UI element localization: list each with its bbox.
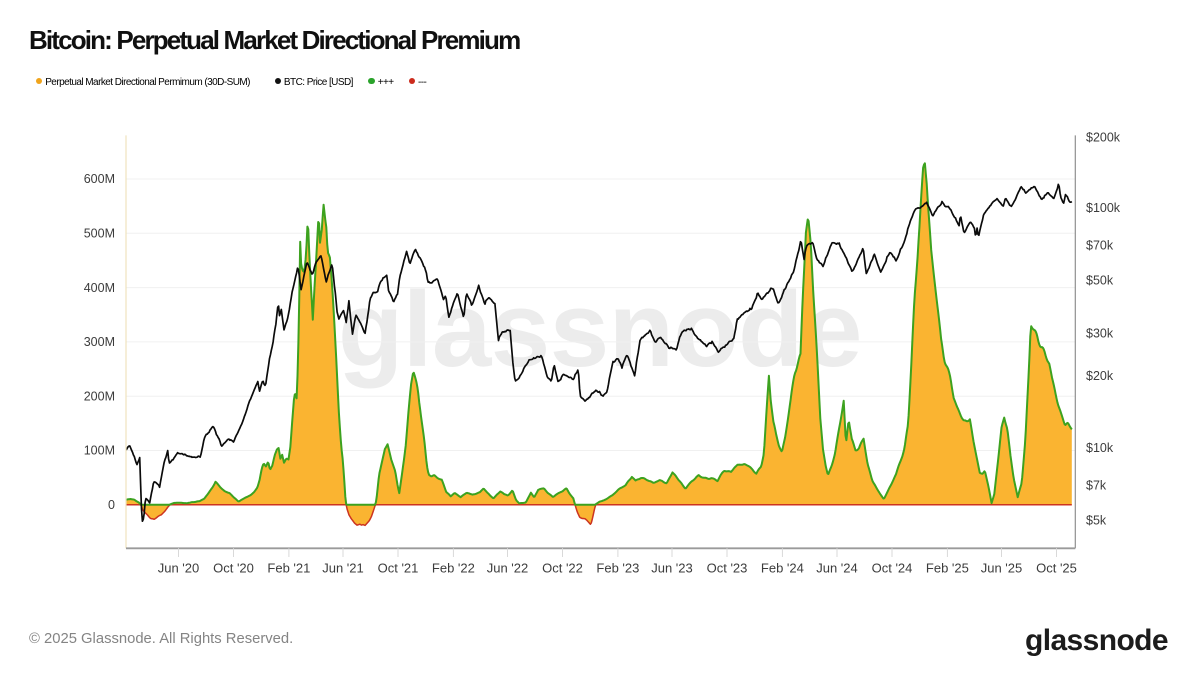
svg-text:$100k: $100k [1086, 201, 1121, 215]
svg-text:$7k: $7k [1086, 478, 1107, 492]
svg-text:$50k: $50k [1086, 273, 1114, 287]
svg-text:Oct '21: Oct '21 [378, 561, 419, 576]
svg-text:Oct '24: Oct '24 [872, 561, 913, 576]
svg-text:Feb '24: Feb '24 [761, 561, 804, 576]
svg-text:$10k: $10k [1086, 441, 1114, 455]
svg-text:$5k: $5k [1086, 513, 1107, 527]
svg-text:$70k: $70k [1086, 238, 1114, 252]
svg-text:$20k: $20k [1086, 369, 1114, 383]
svg-text:Feb '22: Feb '22 [432, 561, 475, 576]
svg-text:100M: 100M [84, 444, 115, 458]
svg-text:$200k: $200k [1086, 131, 1121, 145]
svg-text:Jun '25: Jun '25 [981, 561, 1023, 576]
svg-text:Feb '25: Feb '25 [926, 561, 969, 576]
svg-text:Feb '21: Feb '21 [267, 561, 310, 576]
svg-text:300M: 300M [84, 335, 115, 349]
svg-text:400M: 400M [84, 281, 115, 295]
svg-text:Oct '22: Oct '22 [542, 561, 583, 576]
svg-text:Feb '23: Feb '23 [596, 561, 639, 576]
svg-text:Jun '22: Jun '22 [487, 561, 529, 576]
svg-text:Jun '20: Jun '20 [158, 561, 200, 576]
svg-text:Oct '23: Oct '23 [707, 561, 748, 576]
svg-text:$30k: $30k [1086, 327, 1114, 341]
svg-text:500M: 500M [84, 227, 115, 241]
svg-text:Oct '20: Oct '20 [213, 561, 254, 576]
svg-text:Oct '25: Oct '25 [1036, 561, 1077, 576]
svg-text:600M: 600M [84, 172, 115, 186]
svg-text:200M: 200M [84, 389, 115, 403]
svg-text:Jun '24: Jun '24 [816, 561, 858, 576]
svg-text:0: 0 [108, 498, 115, 512]
svg-text:Jun '23: Jun '23 [651, 561, 693, 576]
svg-text:Jun '21: Jun '21 [322, 561, 364, 576]
